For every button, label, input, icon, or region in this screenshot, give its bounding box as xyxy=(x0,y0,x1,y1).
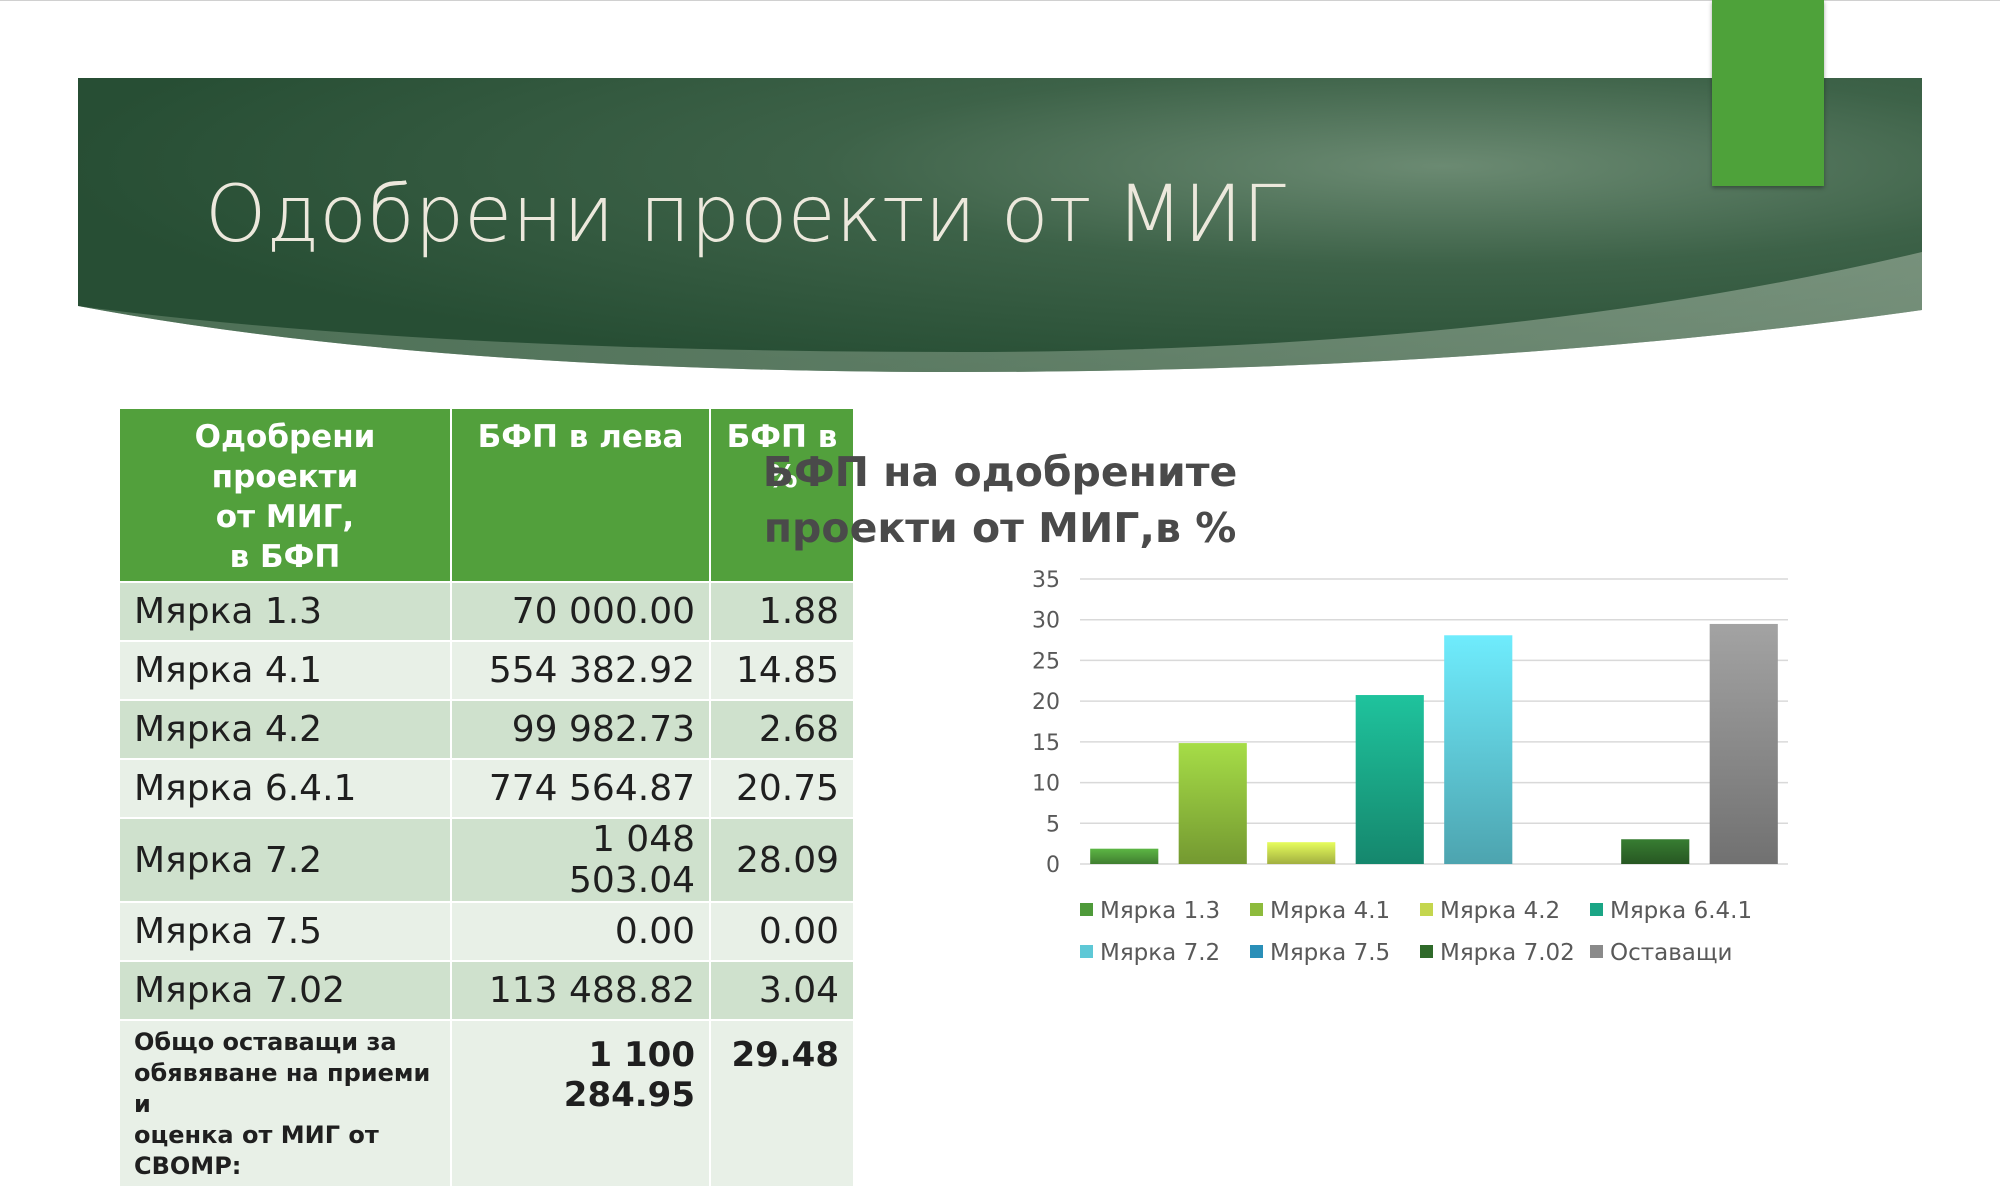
y-tick-label: 25 xyxy=(1032,649,1060,674)
y-tick-label: 30 xyxy=(1032,609,1060,634)
table-row: Мярка 7.2 1 048 503.04 28.09 xyxy=(118,817,855,903)
bar-мярка-7-02 xyxy=(1621,839,1690,864)
row-label: Мярка 1.3 xyxy=(118,581,452,642)
y-tick-label: 0 xyxy=(1046,853,1060,878)
row-leva: 1 048 503.04 xyxy=(450,817,711,903)
projects-table: Одобрени проекти от МИГ, в БФП БФП в лев… xyxy=(118,407,855,1188)
row-leva: 113 488.82 xyxy=(450,960,711,1021)
row-leva: 70 000.00 xyxy=(450,581,711,642)
row-percent: 20.75 xyxy=(709,758,855,819)
row-label: Мярка 6.4.1 xyxy=(118,758,452,819)
chart-title-line: БФП на одобрените xyxy=(762,448,1238,496)
row-percent: 2.68 xyxy=(709,699,855,760)
legend-label: Мярка 7.5 xyxy=(1270,940,1391,966)
legend-item: Мярка 6.4.1 xyxy=(1590,898,1752,924)
header-line: % xyxy=(766,459,798,495)
total-label-line: обявяване на приеми и xyxy=(134,1059,431,1118)
header-measure: Одобрени проекти от МИГ, в БФП xyxy=(118,407,452,583)
legend-label: Мярка 7.02 xyxy=(1440,940,1575,966)
legend-item: Мярка 4.2 xyxy=(1420,898,1560,924)
total-label-line: оценка от МИГ от СВОМР: xyxy=(134,1121,379,1180)
row-percent: 14.85 xyxy=(709,640,855,701)
legend-swatch xyxy=(1420,903,1433,916)
header-percent: БФП в % xyxy=(709,407,855,583)
bar-мярка-1-3 xyxy=(1090,848,1159,864)
y-tick-label: 15 xyxy=(1032,731,1060,756)
table-row: Мярка 7.5 0.00 0.00 xyxy=(118,901,855,962)
row-leva: 774 564.87 xyxy=(450,758,711,819)
row-leva: 0.00 xyxy=(450,901,711,962)
row-label: Мярка 7.02 xyxy=(118,960,452,1021)
legend-swatch xyxy=(1080,945,1093,958)
row-leva: 554 382.92 xyxy=(450,640,711,701)
top-border xyxy=(0,0,2000,1)
row-label: Мярка 7.2 xyxy=(118,817,452,903)
header-line: БФП в xyxy=(726,419,838,455)
y-tick-label: 5 xyxy=(1046,812,1060,837)
row-percent: 28.09 xyxy=(709,817,855,903)
bar-мярка-6-4-1 xyxy=(1355,695,1424,864)
legend-item: Мярка 7.02 xyxy=(1420,940,1575,966)
legend-label: Мярка 4.1 xyxy=(1270,898,1391,924)
bar-chart: 0 5 10 15 20 25 30 35 xyxy=(1032,568,1788,878)
header-line: Одобрени проекти xyxy=(194,419,376,495)
total-label-line: Общо оставащи за xyxy=(134,1028,397,1056)
legend-swatch xyxy=(1590,903,1603,916)
table-row: Мярка 4.1 554 382.92 14.85 xyxy=(118,640,855,701)
header-line: от МИГ, xyxy=(215,499,355,535)
accent-block xyxy=(1712,0,1824,186)
table-header-row: Одобрени проекти от МИГ, в БФП БФП в лев… xyxy=(118,407,855,583)
legend-label: Мярка 7.2 xyxy=(1100,940,1221,966)
legend-label: Мярка 4.2 xyxy=(1440,898,1561,924)
bar-мярка-7-2 xyxy=(1444,635,1513,864)
bar-оставащи xyxy=(1709,623,1778,864)
row-leva: 99 982.73 xyxy=(450,699,711,760)
legend-label: Оставащи xyxy=(1610,940,1733,966)
row-percent: 3.04 xyxy=(709,960,855,1021)
table-row: Мярка 6.4.1 774 564.87 20.75 xyxy=(118,758,855,819)
chart-title: БФП на одобрените проекти от МИГ,в % xyxy=(620,444,1380,556)
y-tick-label: 10 xyxy=(1032,772,1060,797)
header-line: в БФП xyxy=(229,539,341,575)
header-leva: БФП в лева xyxy=(450,407,711,583)
table-row: Мярка 7.02 113 488.82 3.04 xyxy=(118,960,855,1021)
row-label: Мярка 4.2 xyxy=(118,699,452,760)
bar-мярка-4-2 xyxy=(1267,842,1336,864)
title-banner xyxy=(78,78,1922,372)
legend-swatch xyxy=(1590,945,1603,958)
legend-swatch xyxy=(1420,945,1433,958)
legend-label: Мярка 1.3 xyxy=(1100,898,1221,924)
y-tick-label: 20 xyxy=(1032,690,1060,715)
row-percent: 0.00 xyxy=(709,901,855,962)
legend-item: Мярка 7.5 xyxy=(1250,940,1390,966)
slide-title: Одобрени проекти от МИГ xyxy=(205,170,1286,260)
legend-item: Мярка 7.2 xyxy=(1080,940,1220,966)
chart-title-line: проекти от МИГ,в % xyxy=(763,504,1237,552)
legend-item: Мярка 1.3 xyxy=(1080,898,1220,924)
row-label: Мярка 7.5 xyxy=(118,901,452,962)
legend-swatch xyxy=(1250,903,1263,916)
legend-label: Мярка 6.4.1 xyxy=(1610,898,1753,924)
table-row: Мярка 1.3 70 000.00 1.88 xyxy=(118,581,855,642)
row-label: Мярка 4.1 xyxy=(118,640,452,701)
legend-swatch xyxy=(1080,903,1093,916)
row-percent: 1.88 xyxy=(709,581,855,642)
legend-item: Мярка 4.1 xyxy=(1250,898,1390,924)
header-line: БФП в лева xyxy=(477,419,684,455)
bar-мярка-4-1 xyxy=(1178,743,1247,864)
y-tick-label: 35 xyxy=(1032,568,1060,593)
table-row: Мярка 4.2 99 982.73 2.68 xyxy=(118,699,855,760)
legend-swatch xyxy=(1250,945,1263,958)
legend-item: Оставащи xyxy=(1590,940,1733,966)
